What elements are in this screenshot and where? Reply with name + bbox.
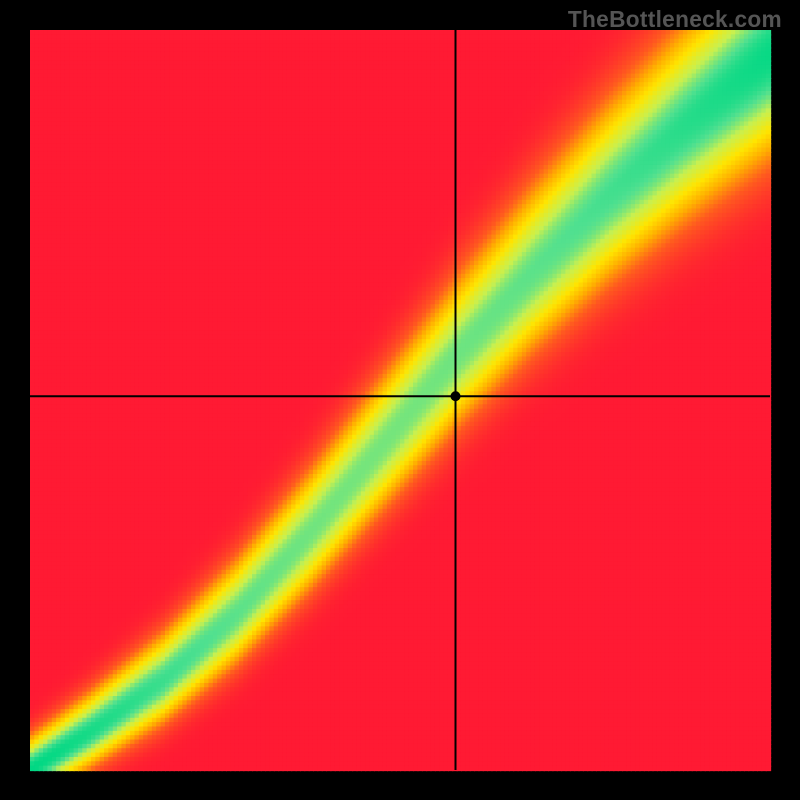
bottleneck-heatmap xyxy=(0,0,800,800)
watermark-text: TheBottleneck.com xyxy=(568,6,782,33)
